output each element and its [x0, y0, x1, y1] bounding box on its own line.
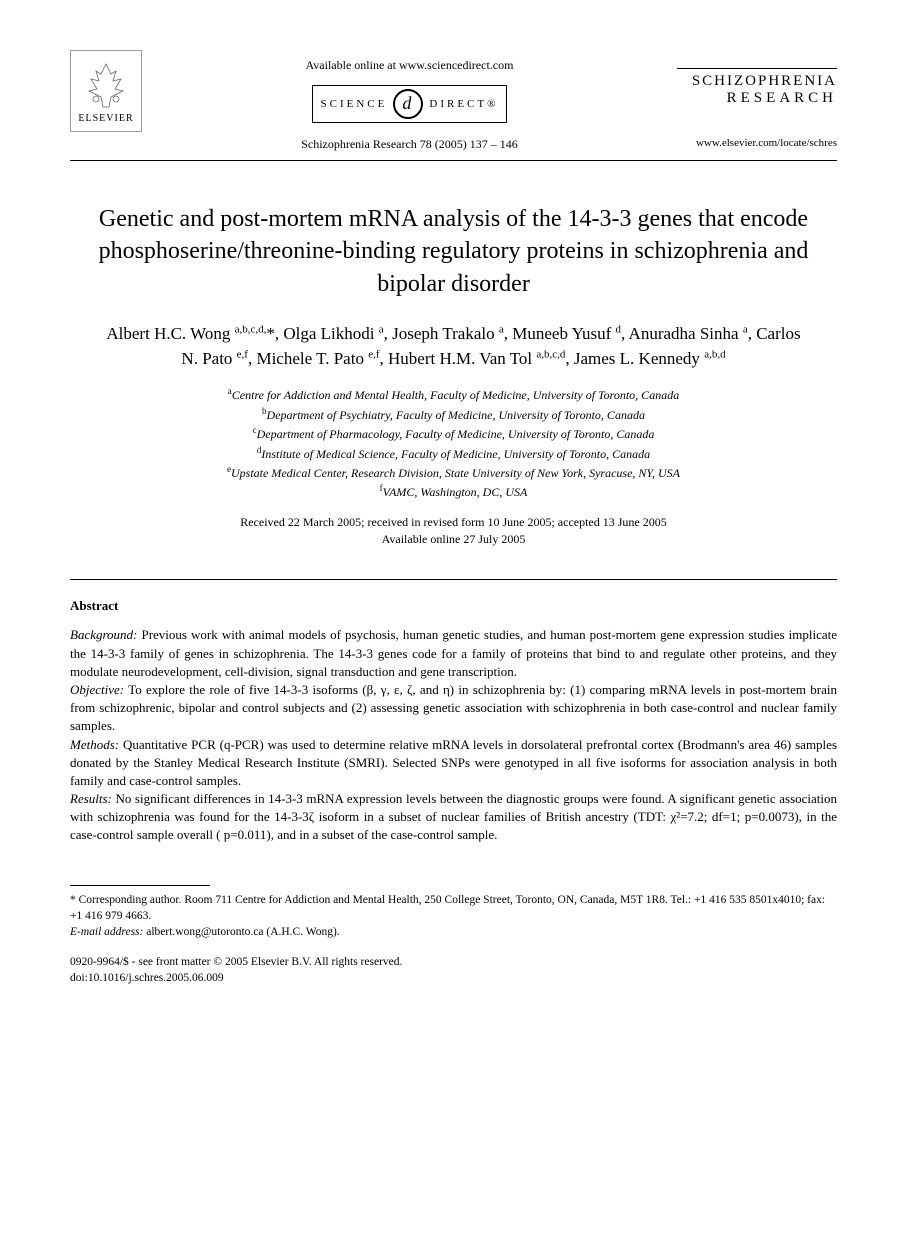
date-received: Received 22 March 2005; received in revi…: [70, 514, 837, 531]
abstract-results-text: No significant differences in 14-3-3 mRN…: [70, 791, 837, 842]
elsevier-label: ELSEVIER: [78, 113, 133, 124]
available-online-text: Available online at www.sciencedirect.co…: [142, 58, 677, 73]
corresponding-author-note: * Corresponding author. Room 711 Centre …: [70, 892, 837, 924]
article-dates: Received 22 March 2005; received in revi…: [70, 514, 837, 548]
abstract-methods-label: Methods:: [70, 737, 119, 752]
journal-logo-block: SCHIZOPHRENIA RESEARCH www.elsevier.com/…: [677, 50, 837, 149]
header-rule: [70, 160, 837, 161]
journal-reference: Schizophrenia Research 78 (2005) 137 – 1…: [142, 137, 677, 152]
affiliation-item: fVAMC, Washington, DC, USA: [70, 482, 837, 501]
abstract-background-label: Background:: [70, 627, 137, 642]
sd-symbol-icon: d: [393, 89, 423, 119]
date-online: Available online 27 July 2005: [70, 531, 837, 548]
elsevier-logo: ELSEVIER: [70, 50, 142, 132]
affiliation-item: eUpstate Medical Center, Research Divisi…: [70, 463, 837, 482]
elsevier-tree-icon: [81, 59, 131, 109]
affiliations-list: aCentre for Addiction and Mental Health,…: [70, 385, 837, 501]
author-list: Albert H.C. Wong a,b,c,d,*, Olga Likhodi…: [100, 322, 807, 371]
abstract-background-text: Previous work with animal models of psyc…: [70, 627, 837, 678]
abstract-objective-text: To explore the role of five 14-3-3 isofo…: [70, 682, 837, 733]
journal-name-line1: SCHIZOPHRENIA: [677, 73, 837, 90]
abstract-body: Background: Previous work with animal mo…: [70, 626, 837, 844]
abstract-methods-text: Quantitative PCR (q-PCR) was used to det…: [70, 737, 837, 788]
abstract-objective-label: Objective:: [70, 682, 124, 697]
doi-line: doi:10.1016/j.schres.2005.06.009: [70, 970, 837, 986]
sd-text-right: DIRECT®: [429, 98, 498, 110]
email-label: E-mail address:: [70, 926, 143, 938]
affiliation-item: cDepartment of Pharmacology, Faculty of …: [70, 424, 837, 443]
copyright-line: 0920-9964/$ - see front matter © 2005 El…: [70, 954, 837, 970]
journal-url: www.elsevier.com/locate/schres: [677, 137, 837, 149]
footnotes-block: * Corresponding author. Room 711 Centre …: [70, 892, 837, 940]
header-center: Available online at www.sciencedirect.co…: [142, 50, 677, 152]
copyright-block: 0920-9964/$ - see front matter © 2005 El…: [70, 954, 837, 986]
affiliation-item: dInstitute of Medical Science, Faculty o…: [70, 444, 837, 463]
email-address: albert.wong@utoronto.ca (A.H.C. Wong).: [146, 926, 339, 938]
article-title: Genetic and post-mortem mRNA analysis of…: [90, 203, 817, 300]
footnote-separator: [70, 885, 210, 886]
affiliation-item: bDepartment of Psychiatry, Faculty of Me…: [70, 405, 837, 424]
sciencedirect-logo: SCIENCE d DIRECT®: [312, 85, 508, 123]
sd-text-left: SCIENCE: [321, 98, 388, 110]
journal-name-line2: RESEARCH: [677, 90, 837, 107]
abstract-results-label: Results:: [70, 791, 112, 806]
affiliation-item: aCentre for Addiction and Mental Health,…: [70, 385, 837, 404]
abstract-top-rule: [70, 579, 837, 580]
abstract-heading: Abstract: [70, 598, 837, 614]
page-header: ELSEVIER Available online at www.science…: [70, 50, 837, 152]
